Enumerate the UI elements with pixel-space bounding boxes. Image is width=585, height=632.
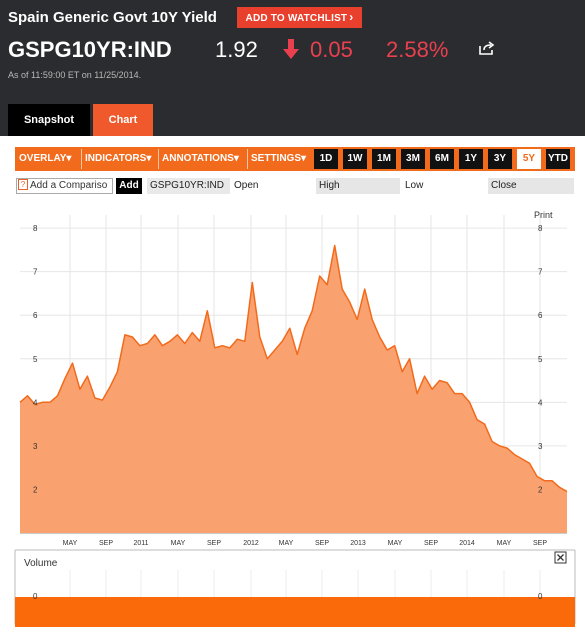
close-label: Close: [488, 178, 574, 194]
last-price: 1.92: [215, 37, 258, 62]
x-tick-label: 2014: [459, 540, 475, 547]
caret-down-icon: ▾: [66, 153, 72, 164]
overlay-menu-label: OVERLAY: [19, 153, 67, 164]
x-tick-label: SEP: [424, 540, 438, 547]
help-icon: ?: [18, 179, 28, 190]
caret-down-icon: ▾: [146, 153, 152, 164]
yield-area: [20, 245, 567, 533]
x-tick-label: SEP: [99, 540, 113, 547]
y-tick-label: 7: [33, 268, 38, 277]
x-tick-label: SEP: [533, 540, 547, 547]
quote-header: Spain Generic Govt 10Y Yield ADD TO WATC…: [0, 0, 585, 136]
y-tick-label: 8: [538, 224, 543, 233]
chevron-right-icon: ›: [349, 10, 354, 24]
overlay-menu[interactable]: OVERLAY▾: [19, 147, 71, 171]
x-tick-label: MAY: [171, 540, 186, 547]
add-compare-button[interactable]: Add: [116, 178, 142, 194]
open-label: Open: [234, 180, 259, 191]
x-tick-label: 2012: [243, 540, 259, 547]
price-chart: 2 3 4 5 6 7 8 2 3 4 5 6 7 8 MAY SEP 2011 MAY SEP 2012 MAY S…: [14, 215, 576, 627]
y-tick-label: 6: [33, 311, 38, 320]
y-tick-label: 2: [33, 485, 38, 494]
y-tick-label: 7: [538, 268, 543, 277]
settings-menu-label: SETTINGS: [251, 153, 302, 164]
range-ytd-button[interactable]: YTD: [546, 149, 570, 169]
range-1m-button[interactable]: 1M: [372, 149, 396, 169]
range-3m-button[interactable]: 3M: [401, 149, 425, 169]
down-arrow-icon: [283, 39, 299, 59]
annotations-menu-label: ANNOTATIONS: [162, 153, 234, 164]
range-1y-button[interactable]: 1Y: [459, 149, 483, 169]
y-tick-label: 3: [33, 442, 38, 451]
share-icon[interactable]: [479, 41, 495, 55]
volume-label: Volume: [24, 558, 58, 569]
ticker-symbol: GSPG10YR:IND: [8, 37, 172, 62]
watchlist-label: ADD TO WATCHLIST: [245, 13, 348, 24]
x-tick-label: MAY: [388, 540, 403, 547]
indicators-menu-label: INDICATORS: [85, 153, 147, 164]
caret-down-icon: ▾: [301, 153, 307, 164]
y-tick-label: 8: [33, 224, 38, 233]
range-1d-button[interactable]: 1D: [314, 149, 338, 169]
range-5y-button[interactable]: 5Y: [517, 149, 541, 169]
x-tick-label: MAY: [279, 540, 294, 547]
close-volume-button[interactable]: [554, 551, 567, 564]
y-axis-left: 2 3 4 5 6 7 8: [33, 224, 38, 494]
price-change: 0.05: [310, 37, 353, 62]
menu-divider: [158, 149, 159, 169]
compare-input-value: Add a Compariso: [30, 180, 108, 191]
add-to-watchlist-button[interactable]: ADD TO WATCHLIST ›: [237, 7, 362, 28]
volume-tick-label: 0: [538, 592, 543, 601]
settings-menu[interactable]: SETTINGS▾: [251, 147, 306, 171]
y-tick-label: 5: [538, 355, 543, 364]
indicators-menu[interactable]: INDICATORS▾: [85, 147, 151, 171]
range-1w-button[interactable]: 1W: [343, 149, 367, 169]
as-of-timestamp: As of 11:59:00 ET on 11/25/2014.: [8, 70, 142, 80]
range-3y-button[interactable]: 3Y: [488, 149, 512, 169]
x-tick-label: MAY: [497, 540, 512, 547]
menu-divider: [81, 149, 82, 169]
compare-symbol: GSPG10YR:IND: [147, 178, 230, 194]
y-tick-label: 2: [538, 485, 543, 494]
y-tick-label: 4: [33, 398, 38, 407]
chart-plot: [19, 244, 568, 533]
volume-grid: [69, 570, 541, 597]
security-name: Spain Generic Govt 10Y Yield: [8, 9, 217, 26]
caret-down-icon: ▾: [233, 153, 239, 164]
y-tick-label: 4: [538, 398, 543, 407]
high-label: High: [316, 178, 400, 194]
volume-bars: [15, 597, 575, 627]
percent-change: 2.58%: [386, 37, 449, 62]
y-tick-label: 5: [33, 355, 38, 364]
range-6m-button[interactable]: 6M: [430, 149, 454, 169]
x-tick-label: SEP: [207, 540, 221, 547]
close-icon-glyph: [557, 554, 564, 561]
menu-divider: [247, 149, 248, 169]
tab-snapshot[interactable]: Snapshot: [8, 104, 90, 136]
volume-tick-label: 0: [33, 592, 38, 601]
y-tick-label: 6: [538, 311, 543, 320]
x-axis: MAY SEP 2011 MAY SEP 2012 MAY SEP 2013 MAY SEP 2014…: [63, 540, 548, 547]
annotations-menu[interactable]: ANNOTATIONS▾: [162, 147, 239, 171]
x-tick-label: MAY: [63, 540, 78, 547]
yield-line: [19, 244, 568, 493]
compare-input[interactable]: ? Add a Compariso: [16, 178, 113, 194]
low-label: Low: [405, 180, 424, 191]
print-link[interactable]: Print: [534, 210, 553, 220]
x-tick-label: 2013: [350, 540, 366, 547]
x-tick-label: SEP: [315, 540, 329, 547]
tab-chart[interactable]: Chart: [93, 104, 153, 136]
y-tick-label: 3: [538, 442, 543, 451]
y-axis-right: 2 3 4 5 6 7 8: [538, 224, 543, 494]
x-tick-label: 2011: [133, 540, 148, 547]
